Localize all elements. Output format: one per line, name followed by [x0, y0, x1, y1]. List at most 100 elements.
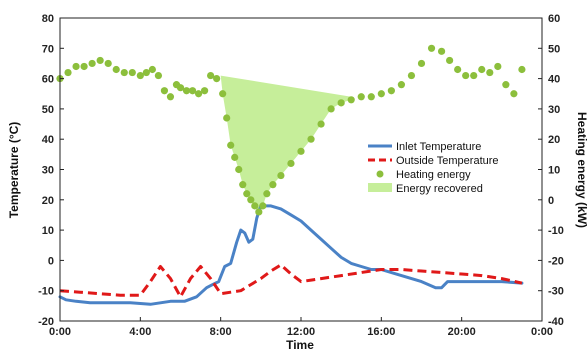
y-right-tick-label: -30: [548, 286, 564, 298]
legend: Inlet Temperature Outside Temperature He…: [368, 141, 499, 195]
series-line-outside-temperature: [59, 263, 523, 299]
heating-energy-point: [427, 44, 436, 52]
recovered-area-layer: [220, 75, 352, 212]
heating-energy-point: [269, 181, 277, 189]
heating-energy-point: [201, 87, 209, 95]
y-left-tick-label: 50: [42, 104, 54, 116]
y-right-tick-label: 50: [548, 43, 560, 55]
heating-energy-point: [397, 81, 406, 89]
heating-energy-point: [255, 208, 263, 216]
y-right-tick-label: 40: [548, 74, 560, 86]
heating-energy-point: [227, 141, 235, 149]
points-layer: [56, 44, 526, 216]
y-left-tick-label: -10: [38, 286, 54, 298]
y-right-tick-label: 10: [548, 165, 560, 177]
heating-energy-point: [120, 68, 128, 77]
legend-swatch-energy: [376, 170, 384, 178]
lines-layer: [58, 204, 524, 306]
energy-recovered-area: [220, 75, 352, 212]
heating-energy-point: [502, 81, 510, 89]
heating-energy-point: [112, 65, 120, 74]
y-left-tick-label: 70: [42, 43, 54, 55]
heating-energy-point: [387, 87, 395, 95]
series-line-inlet-temperature: [58, 204, 524, 306]
x-tick-label: 4:00: [129, 326, 151, 338]
x-tick-label: 8:00: [210, 326, 232, 338]
heating-energy-point: [166, 93, 175, 101]
y-right-tick-label: 30: [548, 104, 560, 116]
heating-energy-point: [470, 71, 478, 80]
heating-energy-point: [223, 114, 231, 122]
heating-energy-point: [154, 71, 163, 80]
heating-energy-point: [317, 120, 325, 128]
y-left-tick-label: 60: [42, 74, 54, 86]
heating-energy-point: [478, 65, 486, 74]
x-tick-label: 16:00: [367, 326, 395, 338]
heating-energy-point: [96, 56, 104, 65]
heating-energy-point: [297, 147, 305, 155]
heating-energy-point: [160, 87, 169, 95]
heating-energy-point: [188, 87, 197, 95]
y-left-tick-label: 80: [42, 13, 54, 25]
legend-label-recovered: Energy recovered: [396, 183, 483, 195]
heating-energy-point: [231, 153, 239, 161]
y-left-tick-label: 30: [42, 165, 54, 177]
x-tick-label: 12:00: [287, 326, 315, 338]
ticks-layer: 0:00 4:00 8:00 12:00 16:00 20:00 0:00 80 70 60 50 4…: [38, 13, 564, 338]
heating-energy-point: [142, 68, 150, 77]
y-right-tick-label: 0: [548, 195, 554, 207]
x-tick-label: 0:00: [49, 326, 71, 338]
y-left-tick-label: 10: [42, 225, 54, 237]
legend-label-inlet: Inlet Temperature: [396, 141, 481, 153]
heating-energy-point: [486, 68, 494, 77]
heating-energy-point: [219, 90, 227, 98]
x-axis-title: Time: [286, 338, 314, 352]
heating-energy-point: [367, 93, 375, 101]
x-tick-label: 0:00: [531, 326, 553, 338]
heating-energy-point: [182, 87, 191, 95]
y-right-tick-label: 20: [548, 134, 560, 146]
y-left-tick-label: 0: [48, 255, 54, 267]
heating-energy-point: [259, 202, 267, 210]
y-left-tick-label: 20: [42, 195, 54, 207]
heating-energy-point: [243, 190, 251, 198]
heating-energy-point: [347, 96, 355, 104]
heating-energy-point: [357, 93, 365, 101]
heating-energy-point: [277, 171, 285, 180]
heating-energy-point: [194, 90, 203, 98]
heating-energy-point: [88, 59, 96, 68]
heating-energy-point: [287, 159, 295, 168]
legend-label-energy: Heating energy: [396, 169, 471, 181]
y-axis-left-title: Temperature (°C): [7, 122, 21, 219]
heating-energy-point: [104, 59, 112, 68]
y-right-tick-label: -10: [548, 225, 564, 237]
heating-energy-point: [251, 202, 259, 210]
heating-energy-point: [437, 47, 446, 55]
legend-label-outside: Outside Temperature: [396, 155, 499, 167]
heating-energy-point: [494, 62, 502, 71]
heating-energy-point: [128, 68, 136, 77]
heating-energy-point: [446, 56, 454, 65]
heating-energy-point: [207, 71, 215, 80]
heating-energy-point: [307, 135, 315, 143]
heating-energy-point: [377, 90, 385, 98]
heating-energy-point: [80, 62, 88, 71]
y-right-tick-label: -40: [548, 316, 564, 328]
heating-energy-point: [213, 75, 221, 83]
heating-energy-point: [136, 71, 144, 80]
heating-energy-point: [454, 65, 462, 74]
y-right-tick-label: 60: [548, 13, 560, 25]
heating-energy-point: [327, 105, 335, 113]
y-right-tick-label: -20: [548, 255, 564, 267]
heating-energy-point: [176, 84, 185, 92]
heating-energy-point: [148, 65, 156, 74]
heating-energy-point: [247, 196, 255, 204]
heating-energy-point: [239, 181, 247, 189]
y-left-tick-label: -20: [38, 316, 54, 328]
y-left-tick-label: 40: [42, 134, 54, 146]
heating-energy-point: [407, 71, 416, 80]
x-tick-label: 20:00: [448, 326, 476, 338]
heating-energy-point: [72, 62, 80, 71]
heating-energy-point: [263, 190, 271, 198]
